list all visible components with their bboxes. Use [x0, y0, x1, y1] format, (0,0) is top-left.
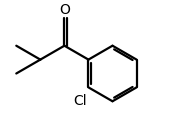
Text: Cl: Cl — [73, 94, 87, 108]
Text: O: O — [59, 2, 70, 17]
